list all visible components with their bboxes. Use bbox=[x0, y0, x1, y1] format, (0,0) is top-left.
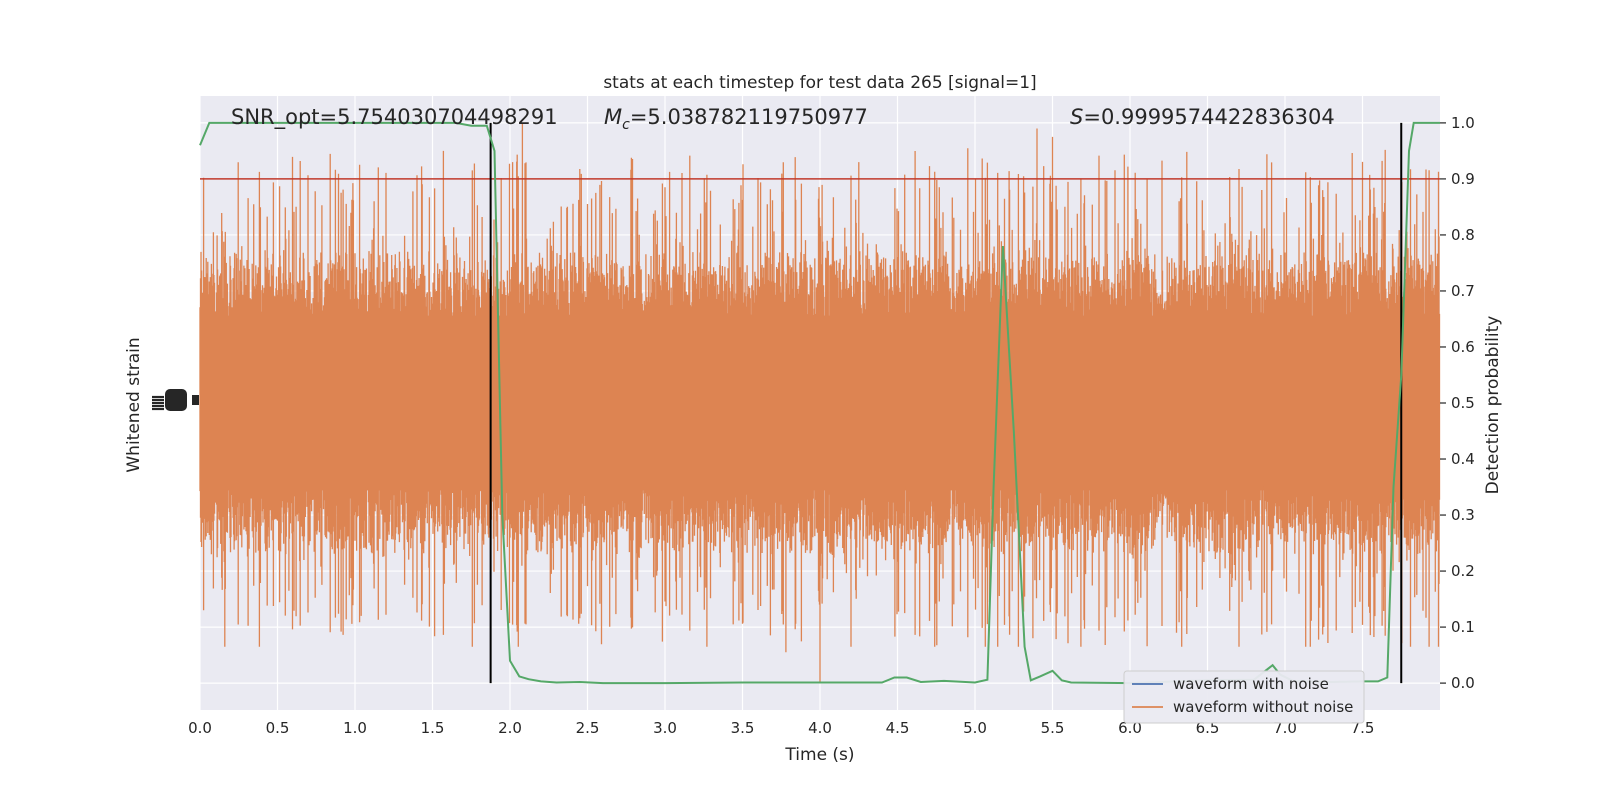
legend-box bbox=[1123, 670, 1365, 724]
x-axis-label: Time (s) bbox=[784, 745, 854, 765]
x-tick-label: 1.0 bbox=[343, 719, 367, 737]
y-tick-label: 0.8 bbox=[1451, 226, 1475, 244]
y-tick-label: 0.3 bbox=[1451, 506, 1475, 524]
s-symbol: S bbox=[1070, 105, 1083, 129]
x-tick-label: 4.5 bbox=[886, 719, 910, 737]
x-tick-label: 3.5 bbox=[731, 719, 755, 737]
legend-label-waveform-with-noise: waveform with noise bbox=[1173, 675, 1329, 693]
y-tick-label: 0.9 bbox=[1451, 170, 1475, 188]
x-tick-label: 5.0 bbox=[963, 719, 987, 737]
mc-annotation: Mc=5.038782119750977 bbox=[604, 105, 868, 133]
y-tick-label: 0.7 bbox=[1451, 282, 1475, 300]
x-tick-label: 5.5 bbox=[1041, 719, 1065, 737]
x-tick-label: 3.0 bbox=[653, 719, 677, 737]
mc-subscript: c bbox=[622, 117, 630, 133]
chart-title: stats at each timestep for test data 265… bbox=[603, 73, 1036, 93]
y-tick-label: 1.0 bbox=[1451, 114, 1475, 132]
left-tick-blob bbox=[192, 395, 199, 405]
y-tick-label: 0.6 bbox=[1451, 338, 1475, 356]
snr-annotation: SNR_opt=5.754030704498291 bbox=[231, 105, 558, 130]
x-tick-label: 0.0 bbox=[188, 719, 212, 737]
left-axis-tick-labels bbox=[152, 389, 199, 411]
s-value: =0.9999574422836304 bbox=[1083, 105, 1334, 129]
x-tick-label: 1.5 bbox=[421, 719, 445, 737]
x-tick-label: 4.0 bbox=[808, 719, 832, 737]
mc-symbol: M bbox=[604, 105, 622, 129]
x-tick-label: 2.5 bbox=[576, 719, 600, 737]
x-tick-label: 2.0 bbox=[498, 719, 522, 737]
strain-series bbox=[199, 122, 1441, 684]
overlay-lines bbox=[200, 122, 1440, 684]
left-tick-blob bbox=[165, 389, 187, 411]
s-annotation: S=0.9999574422836304 bbox=[1070, 105, 1335, 129]
y-tick-label: 0.2 bbox=[1451, 562, 1475, 580]
y-tick-label: 0.4 bbox=[1451, 450, 1475, 468]
y-tick-label: 0.5 bbox=[1451, 394, 1475, 412]
mc-value: =5.038782119750977 bbox=[630, 105, 868, 129]
y-tick-label: 0.1 bbox=[1451, 618, 1475, 636]
y-tick-label: 0.0 bbox=[1451, 674, 1475, 692]
legend: waveform with noise waveform without noi… bbox=[1123, 670, 1365, 724]
series-waveform-without-noise bbox=[199, 122, 1441, 684]
legend-label-waveform-without-noise: waveform without noise bbox=[1173, 698, 1353, 716]
y-axis-label-left: Whitened strain bbox=[124, 337, 144, 472]
y-tick-labels: 0.0 0.1 0.2 0.3 0.4 0.5 0.6 0.7 0.8 0.9 1.0 bbox=[1440, 114, 1475, 692]
y-axis-label-right: Detection probability bbox=[1483, 316, 1503, 495]
x-tick-label: 0.5 bbox=[266, 719, 290, 737]
